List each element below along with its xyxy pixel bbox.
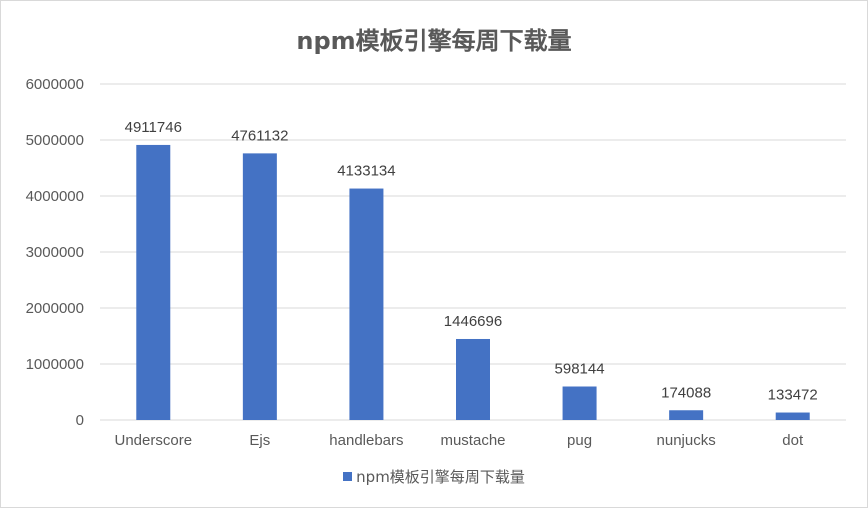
bar xyxy=(136,144,171,420)
bar xyxy=(669,410,704,420)
y-tick-label: 6000000 xyxy=(26,76,84,93)
data-label: 4133134 xyxy=(337,163,395,180)
x-tick-label: mustache xyxy=(440,432,505,449)
x-tick-label: Ejs xyxy=(249,432,270,449)
y-tick-label: 5000000 xyxy=(26,132,84,149)
bar xyxy=(349,188,384,420)
y-tick-label: 2000000 xyxy=(26,300,84,317)
x-tick-label: nunjucks xyxy=(657,432,716,449)
x-tick-label: pug xyxy=(567,432,592,449)
chart-title: npm模板引擎每周下载量 xyxy=(296,27,572,55)
bar xyxy=(562,386,597,420)
y-tick-label: 0 xyxy=(76,412,84,429)
data-label: 133472 xyxy=(768,387,818,404)
legend: npm模板引擎每周下载量 xyxy=(1,466,867,487)
data-label: 174088 xyxy=(661,384,711,401)
data-label: 4911746 xyxy=(125,119,182,136)
y-tick-label: 1000000 xyxy=(26,356,84,373)
data-label: 4761132 xyxy=(231,127,288,144)
legend-swatch xyxy=(343,472,353,481)
x-tick-label: dot xyxy=(782,432,804,449)
data-label: 598144 xyxy=(555,361,605,378)
x-tick-label: handlebars xyxy=(329,432,403,449)
bar xyxy=(775,412,810,420)
legend-label: npm模板引擎每周下载量 xyxy=(356,468,525,486)
bar xyxy=(242,153,277,421)
data-label: 1446696 xyxy=(444,313,502,330)
y-tick-label: 3000000 xyxy=(26,244,84,261)
y-tick-label: 4000000 xyxy=(26,188,84,205)
x-tick-label: Underscore xyxy=(115,432,193,449)
bar xyxy=(456,338,490,420)
